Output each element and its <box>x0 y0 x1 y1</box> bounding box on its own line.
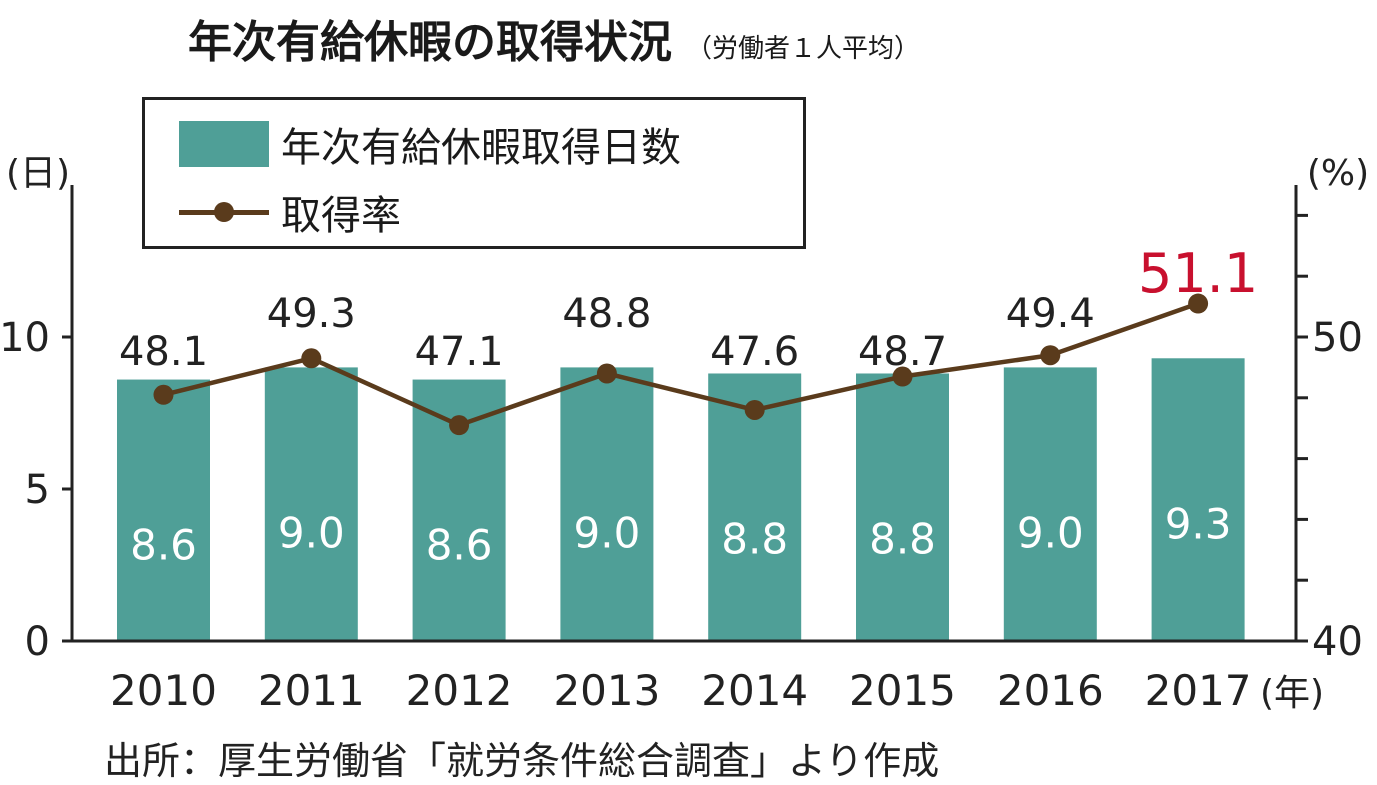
x-tick-label-2010: 2010 <box>110 666 217 715</box>
rate-point-2014 <box>744 399 765 420</box>
bar-value-label-2014: 8.8 <box>721 514 788 563</box>
legend-bar-swatch <box>179 121 269 167</box>
rate-value-label-2014: 47.6 <box>710 329 799 375</box>
rate-value-label-2012: 47.1 <box>415 329 504 375</box>
x-tick-label-2011: 2011 <box>258 666 365 715</box>
x-tick-label-2013: 2013 <box>553 666 660 715</box>
bar-2015 <box>856 373 949 641</box>
legend-label-days: 年次有給休暇取得日数 <box>281 125 681 171</box>
y-left-tick-label-10: 10 <box>0 315 50 361</box>
bar-2011 <box>264 367 358 641</box>
y-left-tick-label-0: 0 <box>25 619 50 665</box>
rate-line <box>162 301 1199 428</box>
rate-point-2017 <box>1188 293 1209 314</box>
rate-point-2011 <box>301 348 322 369</box>
source-note: 出所：厚生労働省「就労条件総合調査」より作成 <box>104 739 940 783</box>
rate-point-2016 <box>1040 345 1061 366</box>
x-axis-unit: (年) <box>1260 673 1324 714</box>
bar-2016 <box>1003 367 1097 641</box>
y-right-tick-label-40: 40 <box>1312 619 1363 665</box>
x-tick-label-2012: 2012 <box>406 666 513 715</box>
bar-value-label-2015: 8.8 <box>869 514 936 563</box>
rate-value-label-2010: 48.1 <box>119 329 208 375</box>
y-left-tick-label-5: 5 <box>25 467 50 513</box>
legend: 年次有給休暇取得日数 取得率 <box>142 97 806 249</box>
bar-value-label-2016: 9.0 <box>1017 508 1084 557</box>
bar-value-label-2013: 9.0 <box>574 508 641 557</box>
x-tick-label-2017: 2017 <box>1145 666 1252 715</box>
rate-value-label-2013: 48.8 <box>562 291 651 337</box>
bar-2010 <box>117 379 210 641</box>
rate-value-label-2011: 49.3 <box>267 291 356 337</box>
rate-value-label-2017: 51.1 <box>1138 242 1258 305</box>
bar-value-label-2011: 9.0 <box>278 508 345 557</box>
x-tick-label-2014: 2014 <box>701 666 808 715</box>
y-left-unit: (日) <box>6 153 70 194</box>
bar-value-label-2010: 8.6 <box>130 521 197 570</box>
title-row: 年次有給休暇の取得状況 （労働者１人平均） <box>188 6 920 70</box>
x-tick-label-2015: 2015 <box>849 666 956 715</box>
bar-2013 <box>560 367 654 641</box>
chart-title: 年次有給休暇の取得状況 <box>188 17 672 68</box>
bar-2017 <box>1151 358 1245 641</box>
rate-value-label-2015: 48.7 <box>858 329 947 375</box>
chart-subtitle: （労働者１人平均） <box>686 34 921 64</box>
rate-point-2010 <box>153 384 174 405</box>
legend-item-days: 年次有給休暇取得日数 <box>179 114 681 174</box>
rate-point-2012 <box>449 415 470 436</box>
rate-point-2015 <box>892 366 913 387</box>
bar-value-label-2012: 8.6 <box>426 521 493 570</box>
y-right-unit: (%) <box>1307 153 1369 194</box>
legend-line-swatch <box>179 189 269 235</box>
y-right-tick-label-50: 50 <box>1312 315 1363 361</box>
bar-value-label-2017: 9.3 <box>1165 499 1232 548</box>
rate-value-label-2016: 49.4 <box>1006 291 1095 337</box>
legend-label-rate: 取得率 <box>281 193 401 239</box>
x-tick-label-2016: 2016 <box>997 666 1104 715</box>
legend-item-rate: 取得率 <box>179 182 401 242</box>
rate-point-2013 <box>596 363 617 384</box>
